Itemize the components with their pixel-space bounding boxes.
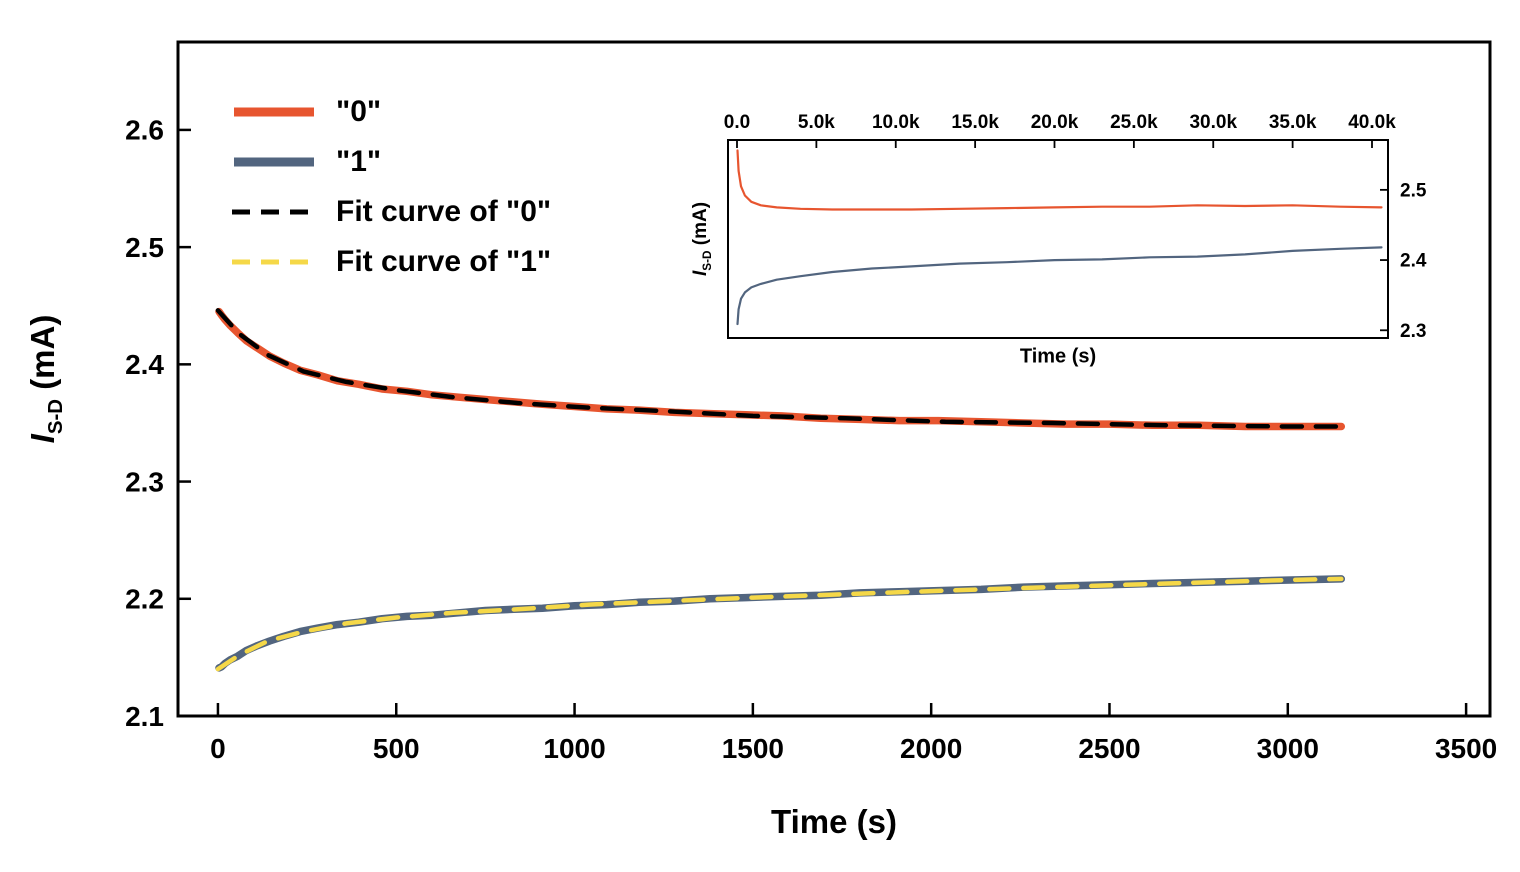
x-tick-label: 3000 <box>1257 733 1319 764</box>
y-axis-title: IS-D (mA) <box>24 315 68 444</box>
series-inset-1 <box>736 246 1383 326</box>
y-axis-subscript: S-D <box>43 398 67 435</box>
legend-item-2: Fit curve of "0" <box>230 188 551 235</box>
x-tick-label: 25.0k <box>1110 112 1158 133</box>
chart-main: 0 500 1000 1500 2000 2500 3000 3500 2.1 2.2 2.3 2.4… <box>125 40 1497 764</box>
y-axis-unit: (mA) <box>24 314 62 399</box>
x-tick-label: 5.0k <box>798 112 835 133</box>
legend-label-1: "1" <box>336 144 382 178</box>
x-tick-label: 15.0k <box>951 112 999 133</box>
series-inset-0 <box>736 149 1383 211</box>
legend: "0" "1" Fit curve of "0" Fit curve of "1… <box>230 88 551 285</box>
legend-item-1: "1" <box>230 138 551 185</box>
x-tick-label: 40.0k <box>1348 112 1396 133</box>
legend-line-sample-0 <box>234 107 314 116</box>
legend-line-sample-1 <box>234 157 314 166</box>
x-tick-label: 30.0k <box>1189 112 1237 133</box>
y-axis-symbol: I <box>24 434 62 444</box>
legend-item-0: "0" <box>230 88 551 135</box>
legend-label-3: Fit curve of "1" <box>336 244 552 278</box>
legend-line-sample-2 <box>232 209 316 214</box>
x-tick-label: 0 <box>210 733 226 764</box>
legend-label-2: Fit curve of "0" <box>336 194 552 228</box>
x-tick-label: 2500 <box>1078 733 1140 764</box>
inset-y-axis-title: IS-D (mA) <box>690 202 714 276</box>
y-tick-label: 2.5 <box>1400 181 1427 202</box>
x-tick-label: 3500 <box>1435 733 1497 764</box>
x-tick-label: 500 <box>373 733 420 764</box>
inset-y-axis-subscript: S-D <box>700 250 714 271</box>
series-main-3 <box>215 576 1344 672</box>
y-tick-label: 2.3 <box>1400 321 1426 342</box>
x-tick-label: 1000 <box>543 733 605 764</box>
y-tick-label: 2.1 <box>125 701 164 732</box>
y-tick-label: 2.6 <box>125 115 164 146</box>
inset-background <box>728 140 1388 338</box>
plot-frame-main <box>176 40 1492 718</box>
y-tick-label: 2.4 <box>125 349 164 380</box>
legend-label-0: "0" <box>336 94 382 128</box>
y-tick-label: 2.4 <box>1400 251 1427 272</box>
series-main-2 <box>215 308 1344 429</box>
y-tick-label: 2.5 <box>125 232 164 263</box>
legend-line-sample-3 <box>232 259 316 264</box>
x-tick-label: 1500 <box>722 733 784 764</box>
inset-y-axis-unit: (mA) <box>690 201 712 251</box>
x-tick-label: 35.0k <box>1269 112 1317 133</box>
inset-x-axis-title: Time (s) <box>1019 345 1097 368</box>
y-tick-label: 2.2 <box>125 584 164 615</box>
series-main-1 <box>215 575 1346 672</box>
x-tick-label: 20.0k <box>1031 112 1079 133</box>
plot-frame-inset <box>727 139 1389 339</box>
chart-inset: 0.0 5.0k 10.0k 15.0k 20.0k 25.0k 30.0k 35.0k 40.… <box>724 112 1427 342</box>
x-tick-label: 2000 <box>900 733 962 764</box>
x-tick-label: 0.0 <box>724 112 750 133</box>
x-axis-title: Time (s) <box>771 803 897 840</box>
y-tick-label: 2.3 <box>125 466 164 497</box>
x-tick-label: 10.0k <box>872 112 920 133</box>
inset-y-axis-symbol: I <box>690 270 712 277</box>
legend-item-3: Fit curve of "1" <box>230 238 551 285</box>
